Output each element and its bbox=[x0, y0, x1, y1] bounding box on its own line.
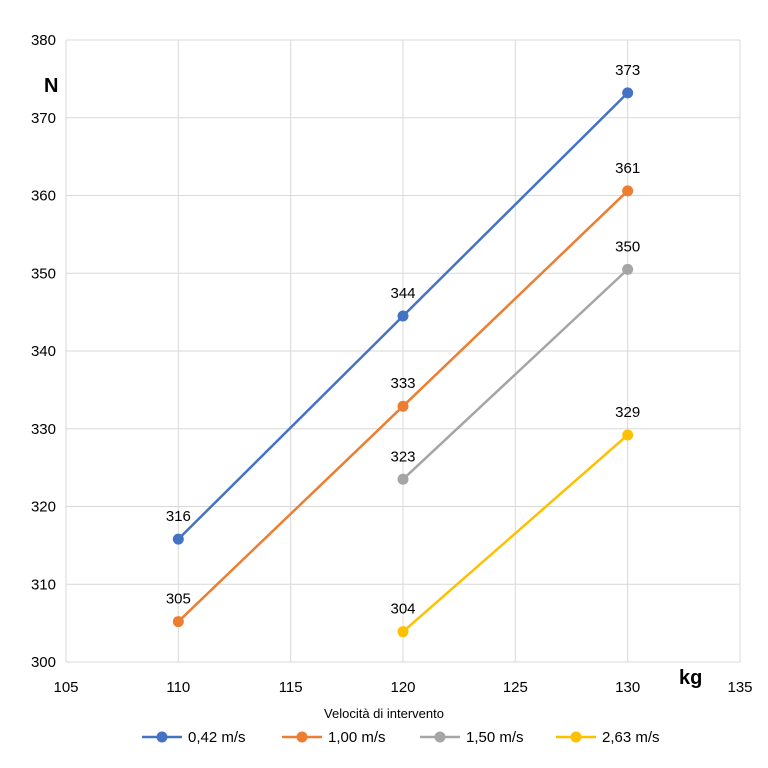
data-point bbox=[622, 429, 634, 441]
y-tick-label: 360 bbox=[31, 188, 56, 205]
data-label: 323 bbox=[390, 448, 415, 465]
legend-marker bbox=[434, 731, 446, 743]
x-axis-label: kg bbox=[679, 667, 702, 689]
x-tick-label: 120 bbox=[390, 679, 415, 696]
legend-entry: 1,00 m/s bbox=[328, 729, 386, 746]
data-label: 316 bbox=[166, 508, 191, 525]
data-label: 304 bbox=[390, 601, 415, 618]
y-tick-label: 330 bbox=[31, 421, 56, 438]
data-point bbox=[397, 310, 409, 322]
y-tick-label: 380 bbox=[31, 32, 56, 49]
data-label: 333 bbox=[390, 375, 415, 392]
x-tick-label: 130 bbox=[615, 679, 640, 696]
data-point bbox=[172, 533, 184, 545]
y-tick-label: 320 bbox=[31, 499, 56, 516]
series-line bbox=[402, 268, 629, 481]
y-tick-label: 340 bbox=[31, 343, 56, 360]
y-tick-label: 310 bbox=[31, 576, 56, 593]
legend-title: Velocità di intervento bbox=[324, 706, 444, 721]
series-line bbox=[402, 434, 629, 633]
data-label: 344 bbox=[390, 285, 415, 302]
data-label: 329 bbox=[615, 404, 640, 421]
data-point bbox=[397, 626, 409, 638]
y-tick-label: 350 bbox=[31, 265, 56, 282]
x-tick-label: 115 bbox=[279, 679, 303, 696]
data-label: 350 bbox=[615, 238, 640, 255]
x-tick-label: 105 bbox=[53, 679, 78, 696]
legend-entry: 1,50 m/s bbox=[466, 729, 524, 746]
legend-entry: 0,42 m/s bbox=[188, 729, 246, 746]
data-point bbox=[172, 616, 184, 628]
data-label: 361 bbox=[615, 160, 640, 177]
legend-marker bbox=[156, 731, 168, 743]
data-point bbox=[622, 185, 634, 197]
legend-marker bbox=[570, 731, 582, 743]
data-point bbox=[397, 400, 409, 412]
data-point bbox=[622, 87, 634, 99]
data-point bbox=[397, 473, 409, 485]
legend: 0,42 m/s 1,00 m/s 1,50 m/s 2,63 m/s bbox=[142, 729, 660, 746]
x-tick-label: 135 bbox=[727, 679, 752, 696]
data-label: 305 bbox=[166, 591, 191, 608]
x-tick-label: 125 bbox=[503, 679, 528, 696]
data-label: 373 bbox=[615, 62, 640, 79]
legend-entry: 2,63 m/s bbox=[602, 729, 660, 746]
legend-marker bbox=[296, 731, 308, 743]
y-tick-label: 300 bbox=[31, 654, 56, 671]
data-point bbox=[622, 263, 634, 275]
y-axis-label: N bbox=[44, 75, 58, 97]
y-tick-label: 370 bbox=[31, 110, 56, 127]
x-tick-label: 110 bbox=[166, 679, 190, 696]
